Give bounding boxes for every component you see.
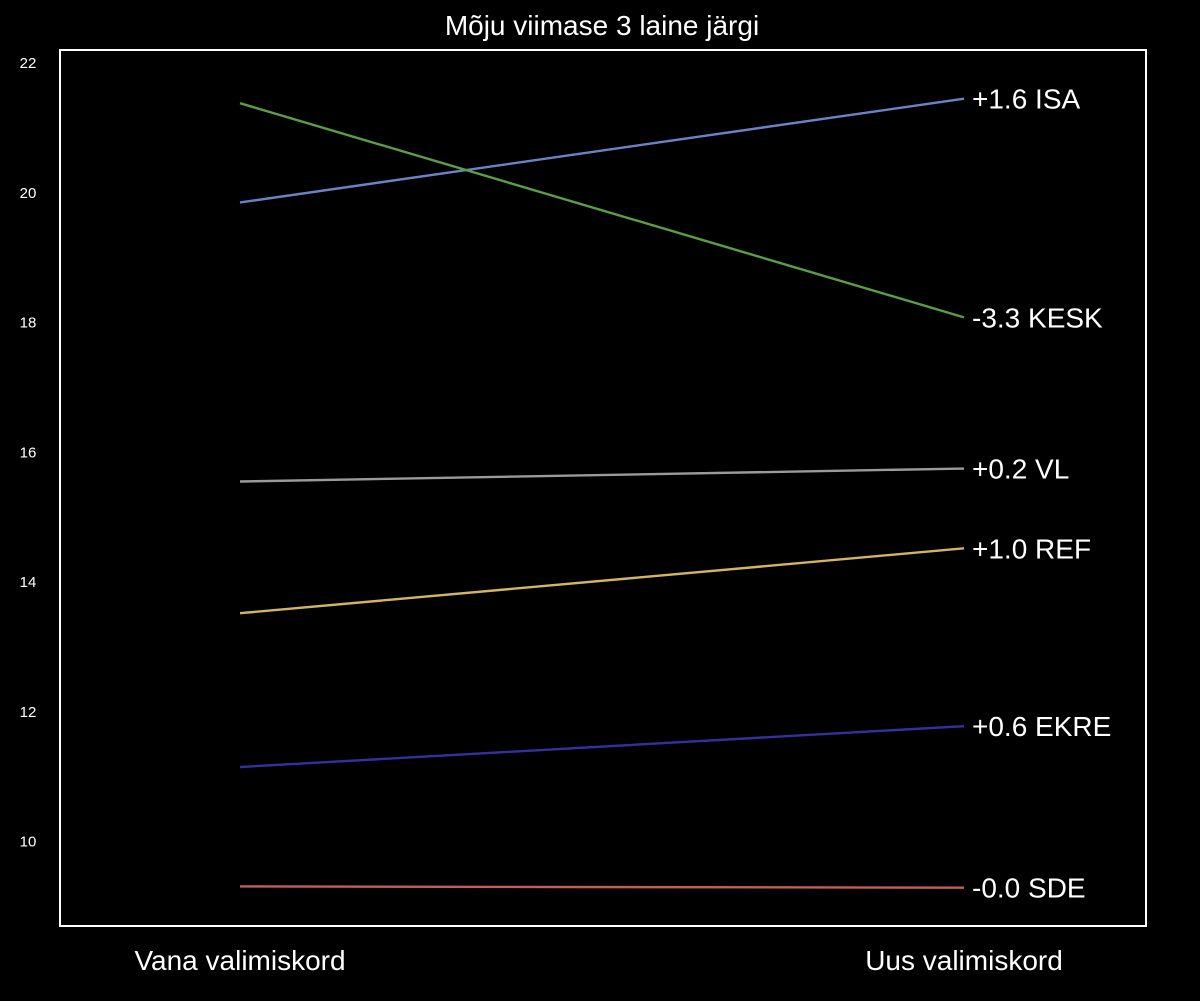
series-lines	[239, 97, 965, 889]
y-tick-label: 18	[20, 315, 37, 332]
series-line-isa	[239, 97, 965, 204]
plot-frame	[59, 49, 1147, 927]
y-tick-label: 20	[20, 185, 37, 202]
x-category-label: Uus valimiskord	[865, 945, 1063, 976]
series-line-vl	[239, 467, 965, 483]
y-tick-label: 12	[20, 704, 37, 721]
y-tick-label: 16	[20, 444, 37, 461]
series-label-vl: +0.2 VL	[972, 454, 1069, 485]
series-label-ref: +1.0 REF	[972, 533, 1091, 564]
y-axis: 10 12 14 16 18 20 22	[20, 55, 37, 851]
chart-title: Mõju viimase 3 laine järgi	[445, 10, 759, 41]
x-axis: Vana valimiskord Uus valimiskord	[134, 945, 1062, 976]
y-tick-label: 10	[20, 834, 37, 851]
series-line-sde	[239, 885, 965, 889]
x-category-label: Vana valimiskord	[134, 945, 345, 976]
series-label-kesk: -3.3 KESK	[972, 302, 1103, 333]
series-line-ref	[239, 547, 965, 615]
y-tick-label: 22	[20, 55, 37, 72]
series-label-isa: +1.6 ISA	[972, 84, 1081, 115]
series-label-ekre: +0.6 EKRE	[972, 711, 1111, 742]
series-end-labels: +1.6 ISA -3.3 KESK +0.2 VL +1.0 REF +0.6 EKR…	[972, 84, 1111, 904]
series-line-ekre	[239, 724, 965, 769]
series-label-sde: -0.0 SDE	[972, 873, 1086, 904]
series-line-kesk	[239, 102, 965, 319]
y-tick-label: 14	[20, 574, 37, 591]
